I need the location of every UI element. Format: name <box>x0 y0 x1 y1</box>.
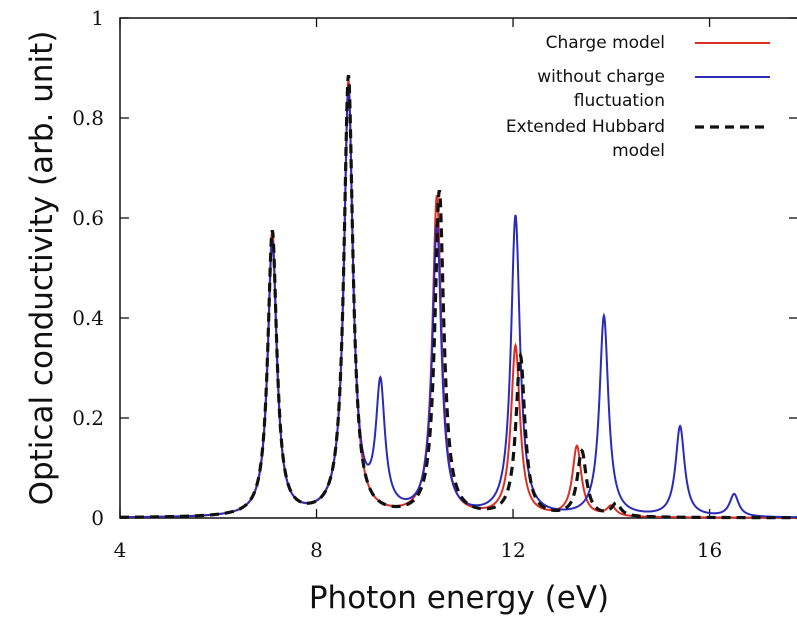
legend-label-2: model <box>612 141 665 161</box>
series-line-1 <box>119 86 797 519</box>
y-tick-label: 0.4 <box>72 306 104 330</box>
y-tick-label: 0 <box>91 506 104 530</box>
legend-label-1: without charge <box>537 67 665 87</box>
legend-label-2: Extended Hubbard <box>506 117 665 137</box>
legend: Charge model without charge fluctuation Ext… <box>506 33 770 161</box>
plot-frame <box>119 17 797 519</box>
axis-ticks <box>119 17 797 519</box>
x-axis-title: Photon energy (eV) <box>309 580 609 616</box>
y-tick-label: 1 <box>91 6 104 30</box>
x-tick-label: 16 <box>697 538 722 562</box>
y-tick-label: 0.8 <box>72 106 104 130</box>
x-tick-label: 12 <box>500 538 525 562</box>
y-tick-label: 0.2 <box>72 406 104 430</box>
legend-label-0: Charge model <box>546 33 665 53</box>
y-tick-label: 0.6 <box>72 206 104 230</box>
series-line-0 <box>120 80 797 519</box>
x-tick-label: 8 <box>310 538 323 562</box>
series-line-2 <box>120 75 797 520</box>
legend-label-1: fluctuation <box>574 91 665 111</box>
series-layer <box>119 75 797 520</box>
y-axis-title: Optical conductivity (arb. unit) <box>24 31 60 506</box>
x-tick-label: 4 <box>114 538 127 562</box>
axis-tick-labels: 4 8 12 16 0 0.2 0.4 0.6 0.8 1 <box>72 6 722 562</box>
